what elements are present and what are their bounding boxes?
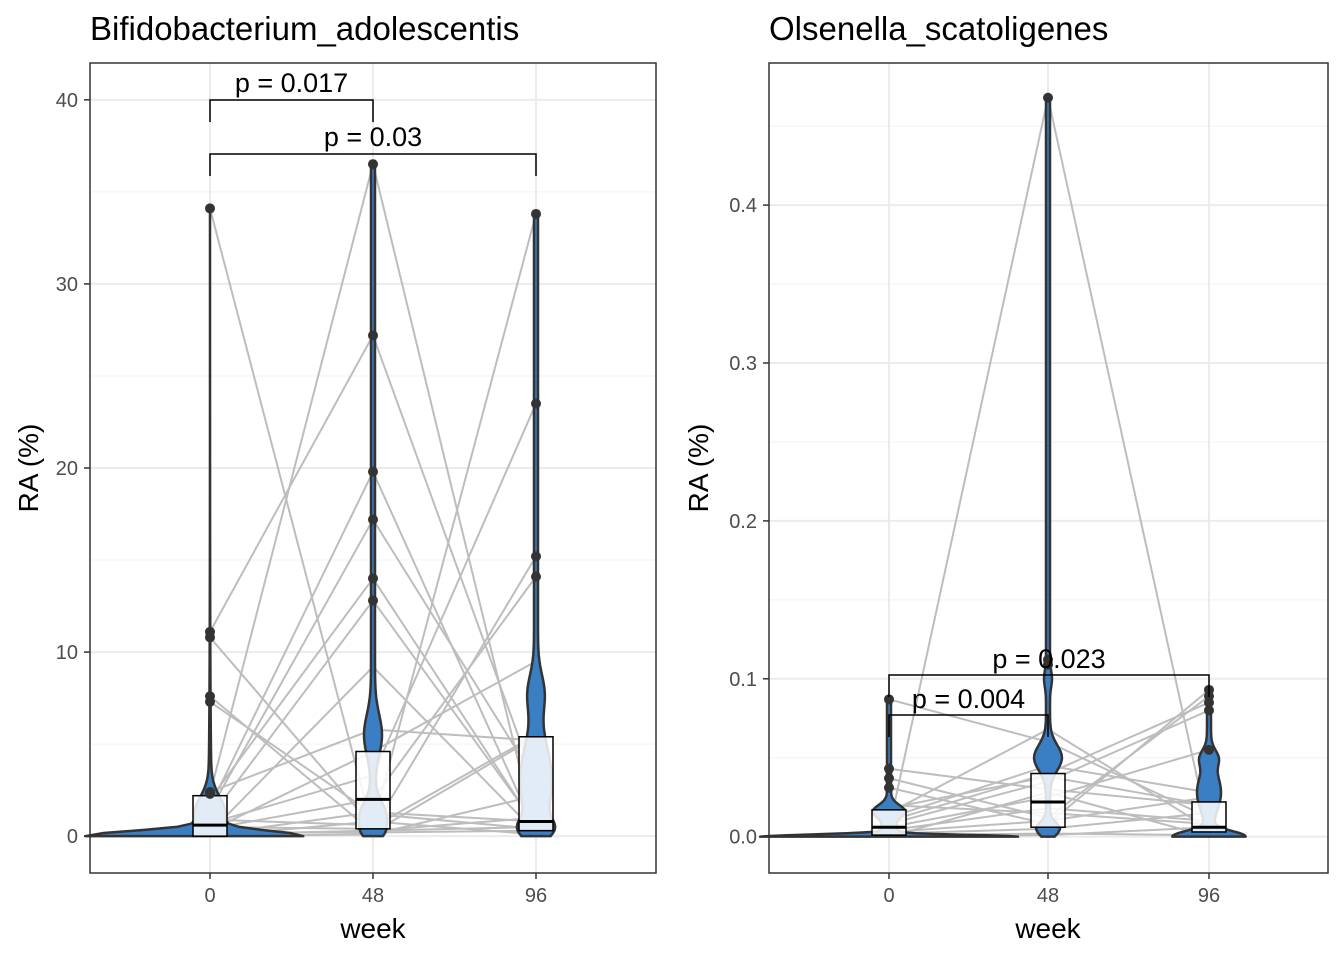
significance-bracket: [209, 99, 374, 122]
p-value-label: p = 0.023: [992, 644, 1105, 674]
significance-bracket: [888, 674, 1210, 697]
x-axis-title: week: [339, 913, 406, 944]
outlier-point: [531, 398, 541, 409]
p-value-label: p = 0.03: [324, 122, 422, 152]
outlier-point: [205, 696, 215, 707]
box-0: [192, 794, 228, 837]
y-tick-label: 0.2: [729, 511, 757, 533]
x-tick-label: 0: [204, 885, 215, 907]
outlier-point: [531, 571, 541, 582]
outlier-point: [368, 466, 378, 477]
outlier-point: [884, 694, 894, 705]
outlier-point: [884, 763, 894, 774]
x-tick-label: 48: [1037, 885, 1059, 907]
outlier-point: [1043, 659, 1053, 670]
y-tick-label: 0.4: [729, 195, 757, 217]
outlier-point: [884, 782, 894, 793]
box-0: [871, 809, 907, 836]
y-tick-label: 10: [56, 642, 78, 664]
box-96: [518, 736, 554, 832]
outlier-point: [1204, 697, 1214, 708]
x-axis-title: week: [1014, 913, 1081, 944]
chart-title: Olsenella_scatoligenes: [769, 10, 1108, 47]
x-tick-label: 96: [1198, 885, 1220, 907]
outlier-point: [531, 208, 541, 219]
outlier-point: [884, 773, 894, 784]
box-48: [355, 750, 391, 830]
outlier-point: [205, 203, 215, 214]
significance-bracket: [209, 153, 537, 176]
outlier-point: [368, 595, 378, 606]
outlier-point: [205, 788, 215, 799]
panel-2: p = 0.004 p = 0.023 0.0 0.1 0.2 0.3 0.4 0 48 96 we…: [683, 10, 1329, 944]
outlier-point: [1204, 744, 1214, 755]
x-tick-label: 48: [362, 885, 384, 907]
outlier-point: [531, 551, 541, 562]
chart-panels: p = 0.017 p = 0.03 0 10 20 30 40 0 48 96 week RA (%…: [13, 10, 1329, 944]
chart-title: Bifidobacterium_adolescentis: [90, 10, 519, 47]
p-value-label: p = 0.017: [235, 68, 348, 98]
y-tick-label: 0: [67, 826, 78, 848]
outlier-point: [368, 573, 378, 584]
outlier-point: [368, 330, 378, 341]
y-axis-title: RA (%): [13, 424, 44, 513]
y-tick-label: 40: [56, 90, 78, 112]
outlier-point: [205, 632, 215, 643]
y-tick-label: 0.0: [729, 827, 757, 849]
panel-1: p = 0.017 p = 0.03 0 10 20 30 40 0 48 96 week RA (%…: [13, 10, 657, 944]
box-48: [1030, 772, 1066, 828]
x-tick-label: 96: [525, 885, 547, 907]
outlier-point: [1204, 705, 1214, 716]
y-tick-label: 0.1: [729, 669, 757, 691]
y-tick-label: 20: [56, 458, 78, 480]
significance-bracket: [888, 714, 1049, 737]
outlier-point: [368, 514, 378, 525]
outlier-point: [368, 159, 378, 170]
outlier-point: [1043, 92, 1053, 103]
y-axis-title: RA (%): [683, 424, 714, 513]
y-tick-label: 0.3: [729, 353, 757, 375]
y-tick-label: 30: [56, 274, 78, 296]
p-value-label: p = 0.004: [912, 684, 1025, 714]
x-tick-label: 0: [883, 885, 894, 907]
